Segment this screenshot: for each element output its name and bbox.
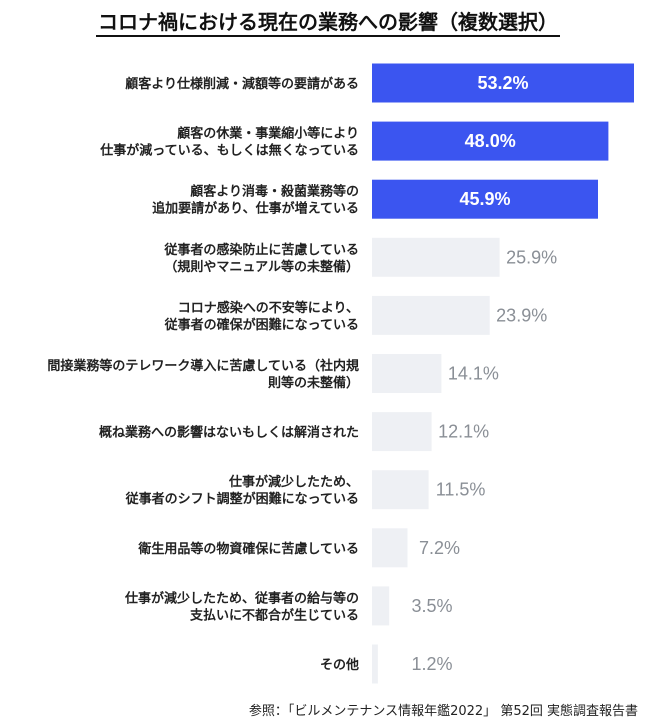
- value-label-11: 1.2%: [411, 654, 452, 674]
- bar-6: [372, 354, 442, 393]
- category-label-8: 仕事が減少したため、従事者のシフト調整が困難になっている: [125, 474, 359, 507]
- bar-8: [372, 470, 429, 510]
- bar-11: [372, 644, 378, 684]
- chart-title: コロナ禍における現在の業務への影響（複数選択）: [0, 6, 656, 37]
- bar-2: [372, 121, 609, 161]
- category-label-11: その他: [320, 657, 359, 673]
- bar-5: [372, 295, 490, 335]
- bar-10: [372, 586, 390, 626]
- category-label-4: 従事者の感染防止に苦慮している（規則やマニュアル等の未整備）: [163, 242, 359, 275]
- value-label-7: 12.1%: [438, 422, 489, 442]
- bar-3: [372, 179, 598, 219]
- category-label-6: 間接業務等のテレワーク導入に苦慮している（社内規則等の未整備）: [47, 358, 359, 391]
- category-label-2: 顧客の休業・事業縮小等により仕事が減っている、もしくは無くなっている: [99, 126, 359, 159]
- bar-7: [372, 412, 432, 452]
- source-note: 参照：「ビルメンテナンス情報年鑑2022」 第52回 実態調査報告書: [248, 704, 638, 719]
- value-label-10: 3.5%: [411, 596, 452, 616]
- value-label-3: 45.9%: [459, 189, 510, 209]
- value-label-4: 25.9%: [506, 247, 557, 267]
- value-label-6: 14.1%: [448, 364, 499, 384]
- category-label-5: コロナ感染への不安等により、従事者の確保が困難になっている: [164, 300, 359, 333]
- value-label-9: 7.2%: [419, 538, 460, 558]
- chart-title-text: コロナ禍における現在の業務への影響（複数選択）: [96, 10, 560, 37]
- category-label-7: 概ね業務への影響はないもしくは解消された: [99, 425, 359, 441]
- value-label-1: 53.2%: [477, 73, 528, 93]
- category-label-10: 仕事が減少したため、従事者の給与等の支払いに不都合が生じている: [124, 590, 359, 623]
- value-label-5: 23.9%: [496, 305, 547, 325]
- bar-9: [372, 528, 408, 568]
- bar-4: [372, 237, 500, 277]
- value-label-8: 11.5%: [436, 480, 486, 500]
- category-label-1: 顧客より仕様削減・減額等の要請がある: [125, 76, 359, 92]
- value-label-2: 48.0%: [465, 131, 516, 151]
- bar-1: [372, 63, 634, 103]
- category-label-3: 顧客より消毒・殺菌業務等の追加要請があり、仕事が増えている: [152, 184, 359, 217]
- category-label-9: 衛生用品等の物資確保に苦慮している: [137, 541, 359, 557]
